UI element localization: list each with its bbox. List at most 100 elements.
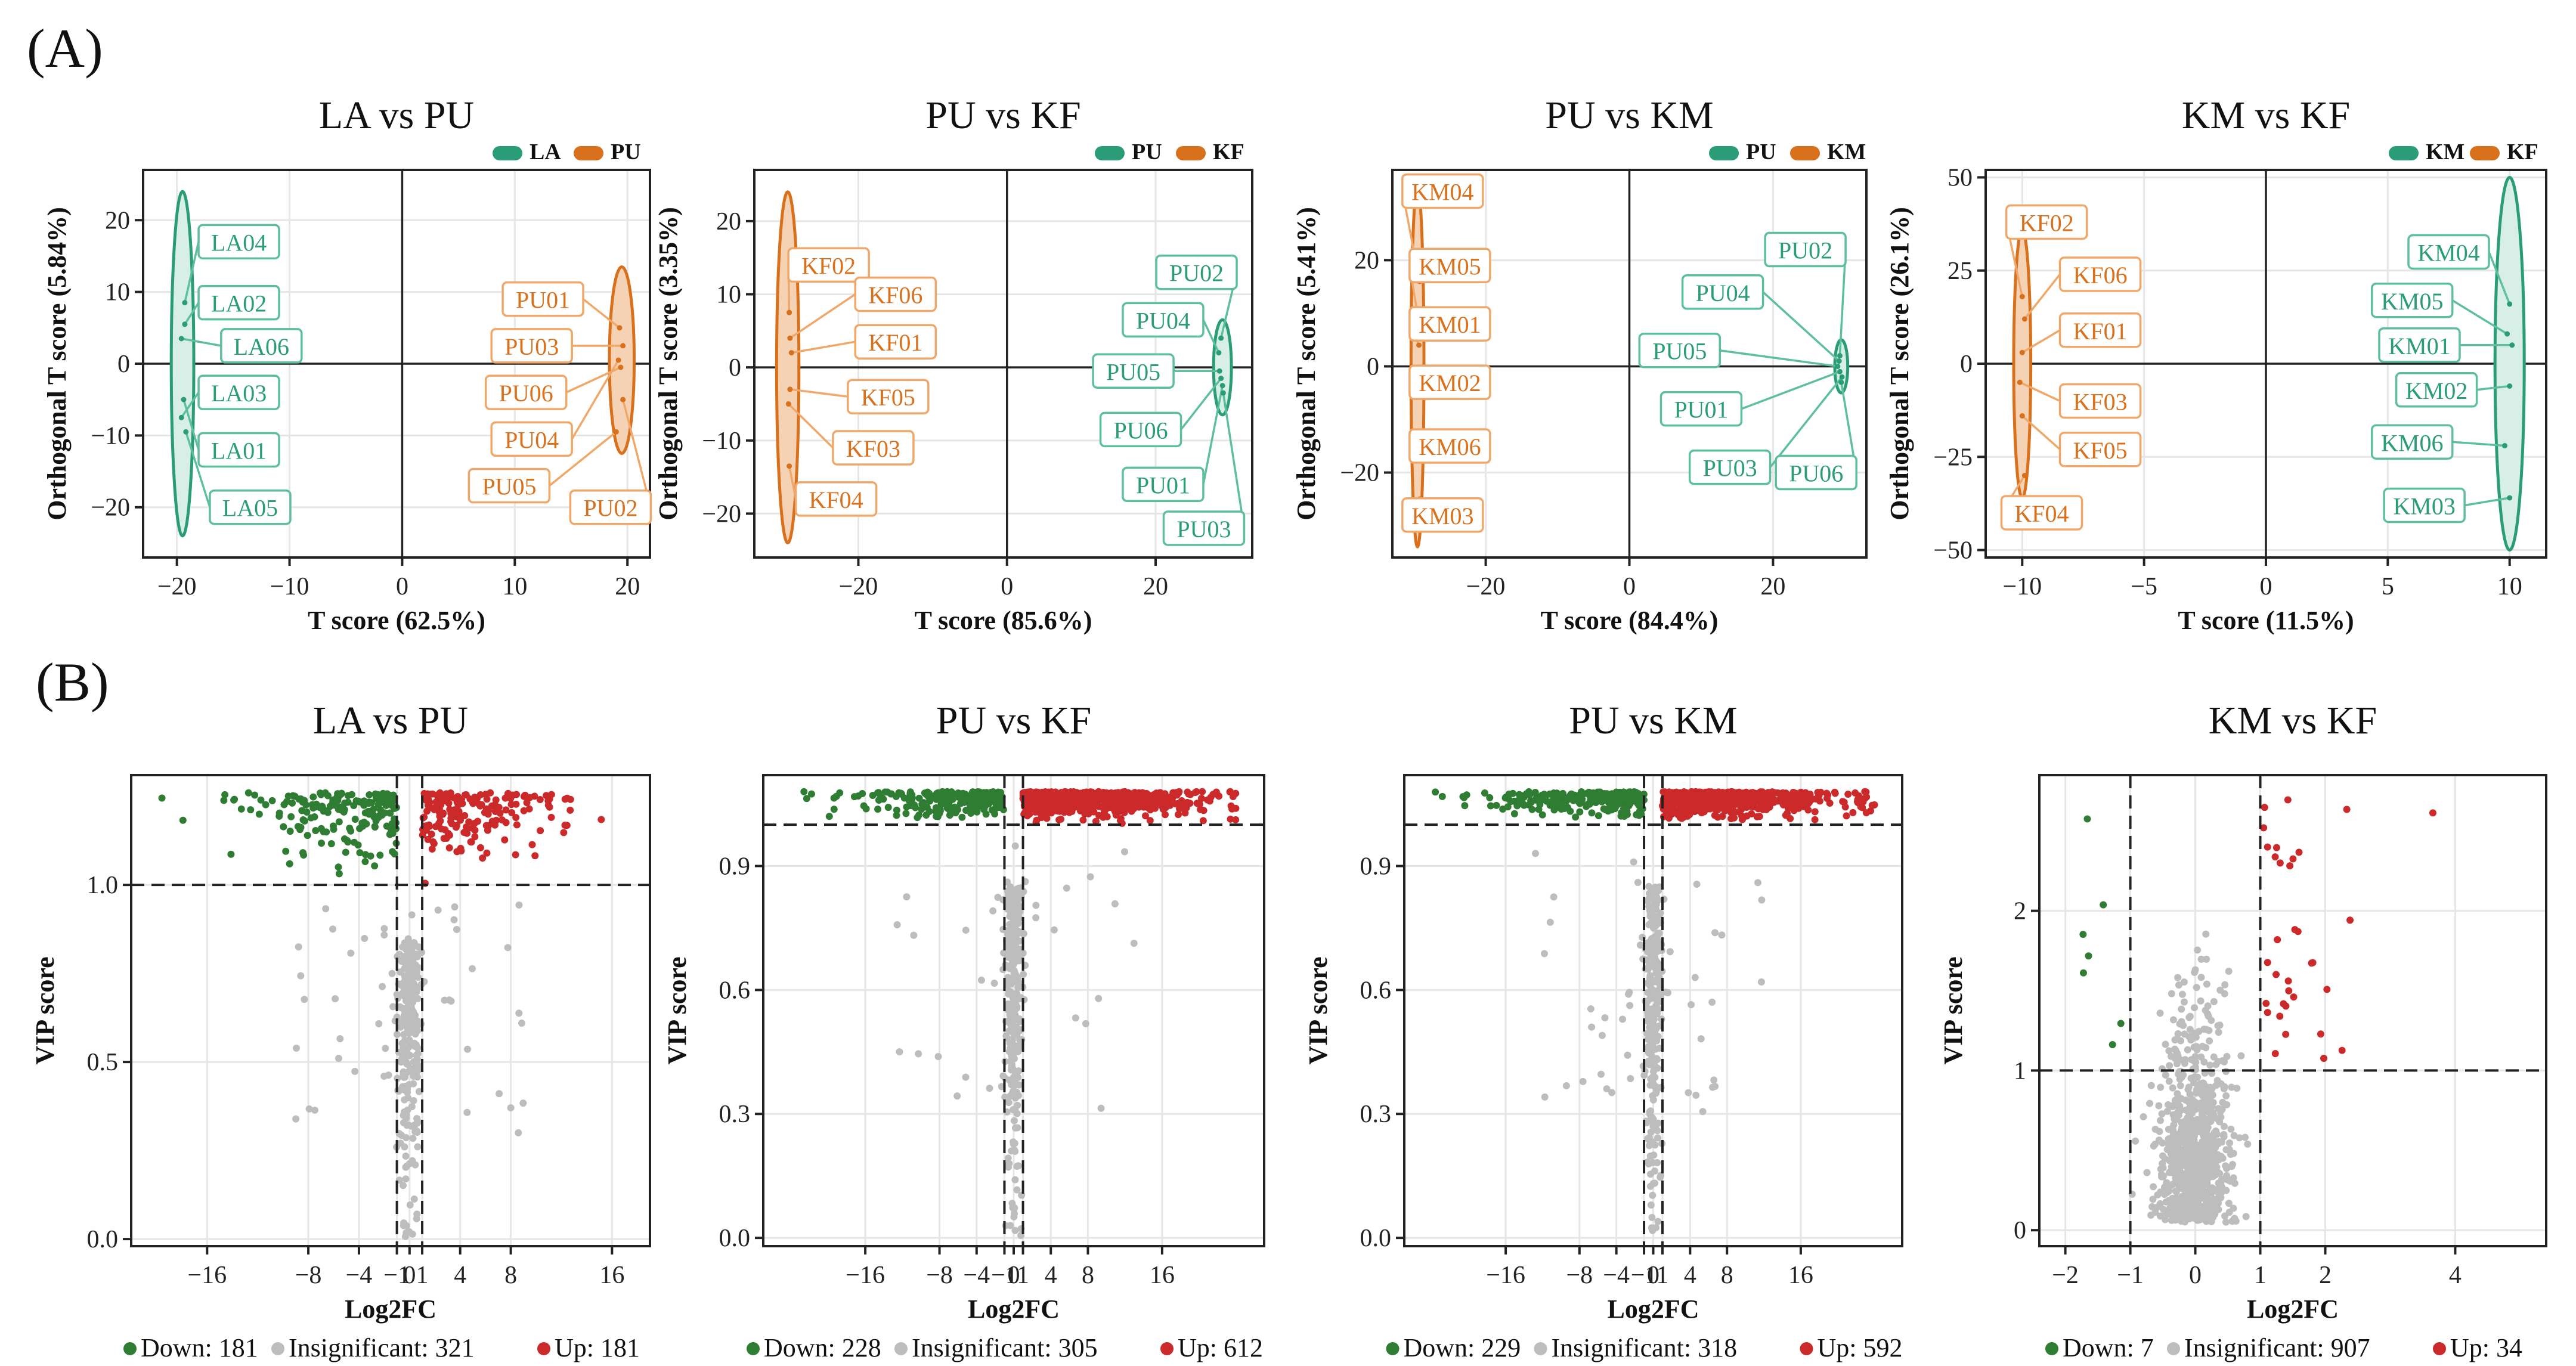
y-tick-label: 10	[105, 279, 130, 306]
metabolite-point-up	[1784, 800, 1792, 808]
metabolite-point-insig	[2181, 1218, 2189, 1226]
metabolite-point-insig	[2175, 1130, 2183, 1138]
metabolite-point-down	[347, 827, 355, 835]
sample-label: PU04	[1136, 307, 1190, 334]
metabolite-point-down	[985, 800, 993, 808]
legend-dot	[123, 1342, 137, 1355]
sample-label: KM03	[2393, 493, 2455, 520]
metabolite-point-insig	[411, 941, 419, 949]
metabolite-point-down	[257, 796, 265, 804]
metabolite-point-down	[383, 790, 391, 798]
metabolite-point-up	[1166, 800, 1174, 807]
metabolite-point-insig	[1014, 901, 1022, 909]
metabolite-point-up	[1024, 805, 1032, 813]
metabolite-point-insig	[2175, 1178, 2182, 1185]
label-connector	[185, 431, 211, 508]
metabolite-point-down	[1550, 802, 1558, 810]
metabolite-point-up	[1186, 800, 1194, 807]
label-connector	[1180, 377, 1222, 430]
metabolite-point-down	[375, 800, 383, 807]
metabolite-point-insig	[2149, 1195, 2157, 1203]
metabolite-point-insig	[1011, 1139, 1018, 1147]
metabolite-point-up	[1117, 794, 1125, 801]
metabolite-point-insig	[447, 998, 455, 1005]
y-tick-label: −20	[1340, 460, 1379, 487]
sample-label-box	[2000, 495, 2083, 531]
metabolite-point-up	[1197, 795, 1205, 803]
opls-chart: −20 0 20 −20 −10 0 10 20 PU vs KF T score (85.6%)…	[654, 94, 1253, 635]
metabolite-point-up	[1081, 810, 1089, 818]
metabolite-point-down	[386, 831, 394, 838]
metabolite-point-insig	[1645, 1012, 1652, 1020]
y-tick-label: 0.3	[1360, 1101, 1392, 1128]
metabolite-point-insig	[1011, 1148, 1019, 1156]
metabolite-point-insig	[1050, 926, 1058, 934]
metabolite-point-down	[884, 804, 892, 811]
metabolite-point-down	[158, 794, 166, 802]
metabolite-point-insig	[2205, 1159, 2212, 1166]
metabolite-point-insig	[1651, 950, 1659, 958]
metabolite-point-up	[2309, 959, 2317, 967]
sample-point	[1218, 335, 1224, 341]
y-tick-label: 0.6	[1360, 977, 1392, 1004]
metabolite-point-insig	[2206, 1061, 2214, 1069]
metabolite-point-insig	[468, 965, 476, 972]
metabolite-point-insig	[1652, 933, 1660, 940]
metabolite-point-insig	[301, 996, 308, 1003]
metabolite-point-insig	[2182, 1195, 2190, 1203]
metabolite-point-insig	[406, 1052, 414, 1060]
metabolite-point-insig	[399, 953, 407, 961]
metabolite-point-insig	[2215, 1105, 2222, 1113]
metabolite-point-up	[2320, 1054, 2327, 1062]
metabolite-point-down	[323, 807, 330, 814]
metabolite-point-insig	[1541, 950, 1549, 958]
y-tick-label: −10	[702, 428, 741, 455]
sample-label: KF01	[2073, 318, 2128, 345]
metabolite-point-down	[237, 805, 245, 813]
sample-point	[1218, 376, 1224, 382]
metabolite-point-insig	[394, 1074, 401, 1082]
metabolite-point-insig	[415, 1088, 423, 1095]
plot-frame	[753, 169, 1253, 559]
legend-dot	[537, 1342, 550, 1355]
confidence-ellipse	[169, 190, 196, 538]
metabolite-point-insig	[2215, 1189, 2222, 1197]
metabolite-point-up	[2429, 809, 2436, 817]
sample-label-box	[197, 432, 280, 468]
metabolite-point-insig	[515, 901, 523, 909]
metabolite-point-up	[2264, 843, 2271, 851]
metabolite-point-up	[481, 809, 488, 816]
metabolite-point-insig	[1011, 1032, 1018, 1039]
metabolite-point-up	[2274, 936, 2281, 943]
metabolite-point-down	[1623, 790, 1630, 798]
legend-dot	[1160, 1342, 1174, 1355]
metabolite-point-insig	[464, 1045, 472, 1053]
metabolite-point-insig	[2204, 1216, 2212, 1224]
sample-label-box	[1122, 302, 1205, 338]
metabolite-point-insig	[2200, 1089, 2208, 1096]
y-tick-label: 0.0	[1360, 1225, 1392, 1252]
sample-label: PU02	[583, 495, 637, 522]
metabolite-point-down	[832, 792, 840, 800]
metabolite-point-insig	[893, 921, 901, 928]
metabolite-point-up	[441, 826, 449, 834]
metabolite-point-insig	[1624, 1051, 1631, 1059]
metabolite-point-down	[875, 789, 883, 797]
metabolite-point-up	[442, 797, 450, 805]
sample-label: KM04	[2417, 240, 2479, 267]
x-tick-label: 10	[502, 573, 527, 600]
x-tick-label: 0	[1008, 1262, 1020, 1289]
sample-label-box	[2058, 256, 2142, 292]
metabolite-point-insig	[1718, 931, 1726, 939]
metabolite-point-insig	[1645, 882, 1653, 890]
metabolite-point-insig	[1654, 919, 1662, 927]
metabolite-point-insig	[2158, 1110, 2166, 1118]
label-connector	[2464, 497, 2510, 507]
metabolite-point-insig	[1646, 1024, 1654, 1032]
x-tick-label: −20	[839, 573, 878, 600]
sample-label-box	[490, 328, 573, 364]
legend-swatch	[1176, 146, 1206, 160]
metabolite-point-insig	[1012, 971, 1020, 978]
label-connector	[2024, 273, 2061, 320]
metabolite-point-up	[1196, 800, 1203, 808]
